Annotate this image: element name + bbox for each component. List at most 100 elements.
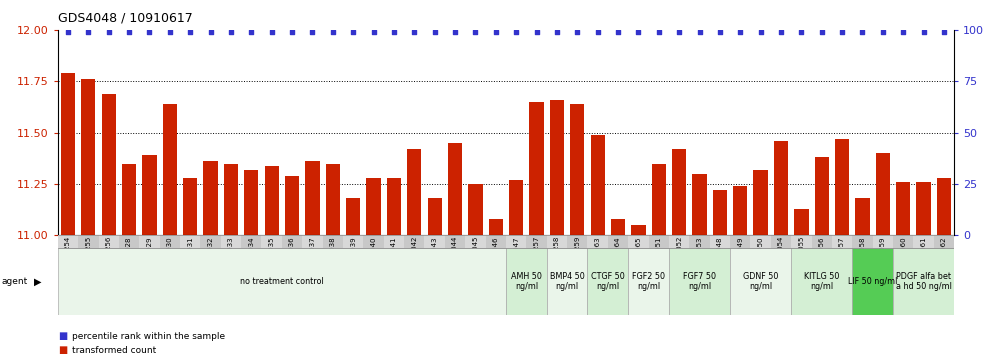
- Text: GSM510051: GSM510051: [655, 236, 661, 279]
- Bar: [282, 235, 302, 248]
- Bar: [672, 149, 686, 235]
- Point: [915, 29, 931, 35]
- Point: [712, 29, 728, 35]
- Bar: [224, 164, 238, 235]
- Bar: [424, 235, 445, 248]
- Bar: [180, 235, 200, 248]
- Bar: [916, 182, 930, 235]
- Text: GDNF 50
ng/ml: GDNF 50 ng/ml: [743, 272, 778, 291]
- Bar: [853, 235, 872, 248]
- Text: GSM510058: GSM510058: [860, 236, 866, 279]
- Bar: [200, 235, 221, 248]
- Point: [264, 29, 280, 35]
- Bar: [221, 235, 241, 248]
- Bar: [241, 235, 262, 248]
- Bar: [710, 235, 730, 248]
- Point: [346, 29, 362, 35]
- Bar: [244, 170, 258, 235]
- Point: [182, 29, 198, 35]
- Bar: [730, 248, 791, 315]
- Bar: [631, 225, 645, 235]
- Point: [488, 29, 504, 35]
- Text: BMP4 50
ng/ml: BMP4 50 ng/ml: [550, 272, 585, 291]
- Bar: [302, 235, 323, 248]
- Text: GSM510054: GSM510054: [778, 236, 784, 278]
- Point: [202, 29, 218, 35]
- Bar: [648, 235, 669, 248]
- Text: GSM510053: GSM510053: [696, 236, 702, 279]
- Bar: [689, 235, 710, 248]
- Text: GSM510041: GSM510041: [390, 236, 397, 279]
- Bar: [832, 235, 853, 248]
- Bar: [386, 178, 401, 235]
- Point: [611, 29, 626, 35]
- Bar: [856, 199, 870, 235]
- Text: agent: agent: [2, 277, 28, 286]
- Text: GSM510057: GSM510057: [839, 236, 846, 279]
- Bar: [853, 248, 893, 315]
- Bar: [183, 178, 197, 235]
- Bar: [893, 248, 954, 315]
- Text: GSM510029: GSM510029: [146, 236, 152, 279]
- Bar: [159, 235, 180, 248]
- Bar: [570, 104, 585, 235]
- Bar: [815, 158, 829, 235]
- Bar: [262, 235, 282, 248]
- Text: no treatment control: no treatment control: [240, 277, 324, 286]
- Bar: [162, 104, 177, 235]
- Bar: [323, 235, 343, 248]
- Bar: [628, 235, 648, 248]
- Point: [549, 29, 565, 35]
- Bar: [588, 248, 628, 315]
- Bar: [465, 235, 486, 248]
- Bar: [669, 248, 730, 315]
- Text: GSM510062: GSM510062: [941, 236, 947, 279]
- Text: GSM510065: GSM510065: [635, 236, 641, 279]
- Bar: [872, 235, 893, 248]
- Bar: [427, 199, 442, 235]
- Bar: [733, 186, 747, 235]
- Point: [223, 29, 239, 35]
- Text: GSM510052: GSM510052: [676, 236, 682, 278]
- Point: [366, 29, 381, 35]
- Text: GSM510056: GSM510056: [819, 236, 825, 279]
- Bar: [937, 178, 951, 235]
- Bar: [306, 161, 320, 235]
- Point: [650, 29, 666, 35]
- Point: [590, 29, 606, 35]
- Text: GSM510031: GSM510031: [187, 236, 193, 279]
- Text: GSM509256: GSM509256: [106, 236, 112, 278]
- Text: ■: ■: [58, 346, 67, 354]
- Text: GSM510044: GSM510044: [452, 236, 458, 278]
- Bar: [364, 235, 383, 248]
- Text: GSM510030: GSM510030: [166, 236, 173, 279]
- Point: [447, 29, 463, 35]
- Point: [570, 29, 586, 35]
- Text: GSM510045: GSM510045: [472, 236, 478, 278]
- Point: [386, 29, 402, 35]
- Bar: [550, 100, 564, 235]
- Text: GSM510046: GSM510046: [493, 236, 499, 279]
- Text: GSM510055: GSM510055: [799, 236, 805, 278]
- Bar: [692, 174, 706, 235]
- Point: [794, 29, 810, 35]
- Text: GSM510039: GSM510039: [351, 236, 357, 279]
- Bar: [346, 199, 361, 235]
- Text: GSM510035: GSM510035: [269, 236, 275, 279]
- Bar: [285, 176, 299, 235]
- Text: PDGF alfa bet
a hd 50 ng/ml: PDGF alfa bet a hd 50 ng/ml: [895, 272, 951, 291]
- Bar: [608, 235, 628, 248]
- Bar: [468, 184, 482, 235]
- Point: [835, 29, 851, 35]
- Text: transformed count: transformed count: [72, 346, 156, 354]
- Text: FGF2 50
ng/ml: FGF2 50 ng/ml: [632, 272, 665, 291]
- Bar: [754, 170, 768, 235]
- Bar: [791, 248, 853, 315]
- Text: GSM510060: GSM510060: [900, 236, 906, 279]
- Bar: [611, 219, 625, 235]
- Bar: [509, 180, 523, 235]
- Text: GSM510048: GSM510048: [717, 236, 723, 279]
- Point: [101, 29, 117, 35]
- Text: GSM509259: GSM509259: [575, 236, 581, 278]
- Bar: [343, 235, 364, 248]
